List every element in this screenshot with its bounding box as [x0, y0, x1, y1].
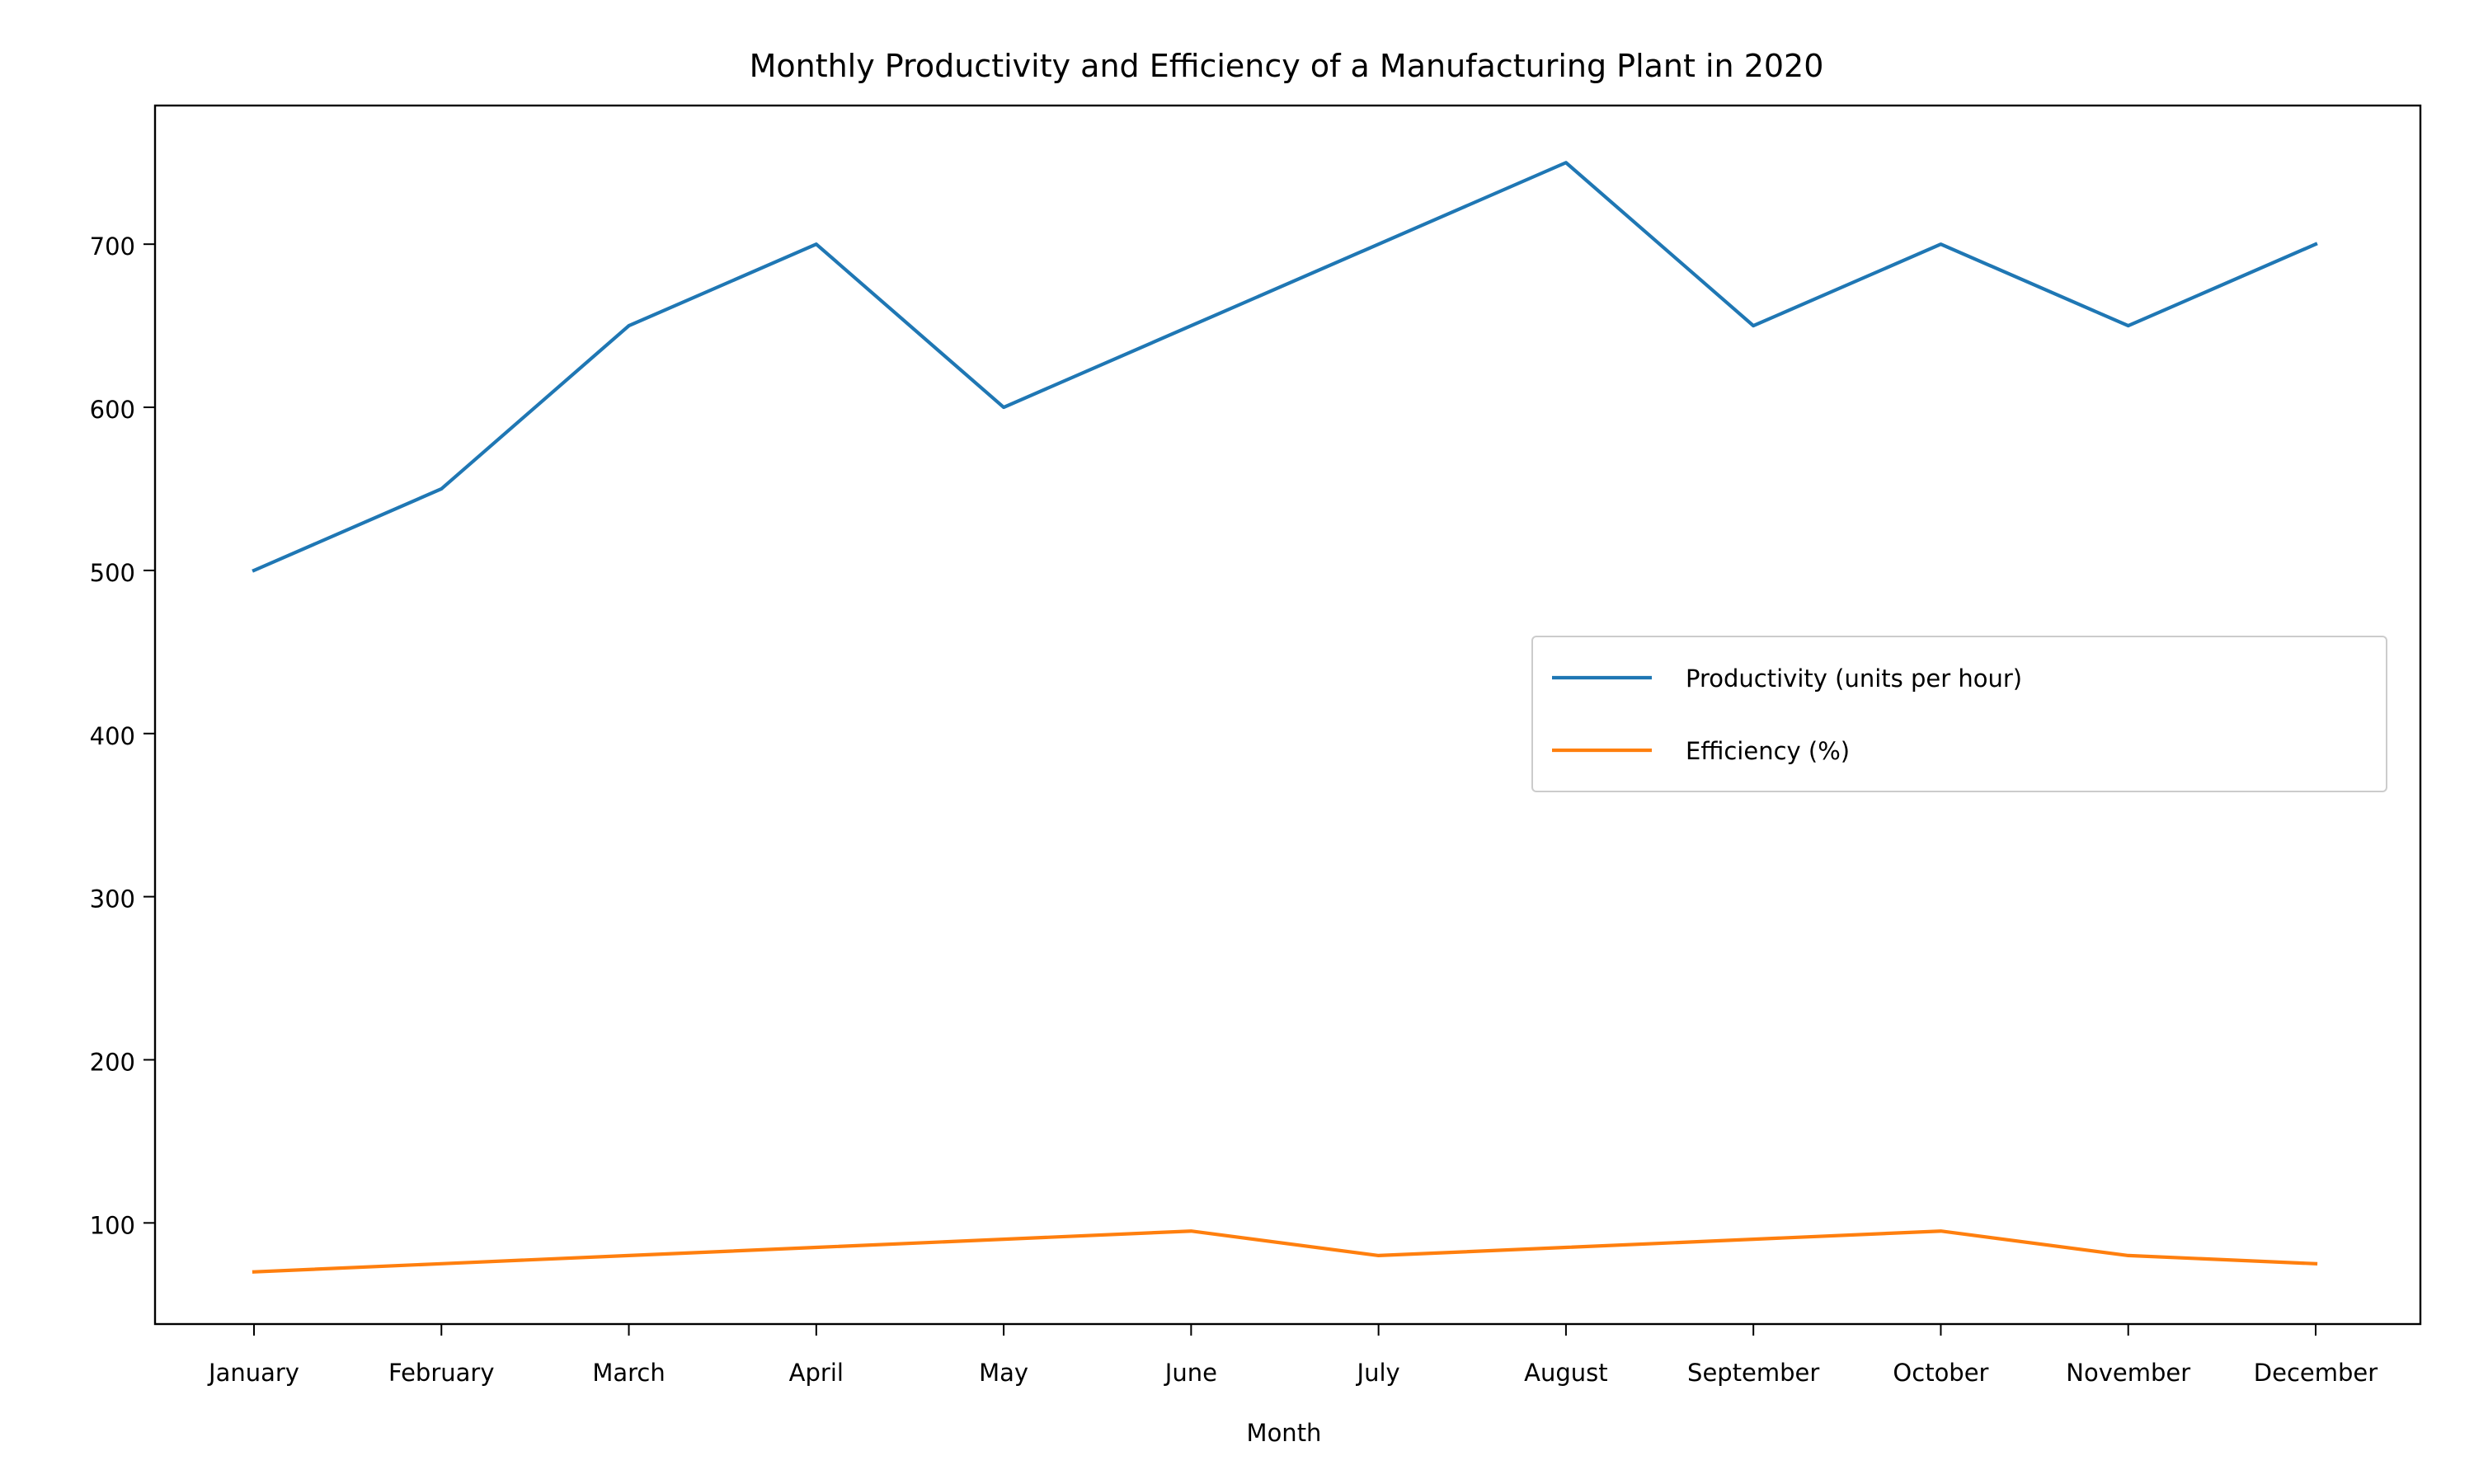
y-tick-label: 500	[90, 559, 135, 587]
y-tick-label: 300	[90, 885, 135, 913]
series-line-productivity	[252, 161, 2318, 573]
x-tick-label: May	[979, 1359, 1028, 1387]
y-tick-label: 600	[90, 396, 135, 424]
chart-title: Monthly Productivity and Efficiency of a…	[750, 48, 1824, 84]
legend-label: Efficiency (%)	[1686, 737, 1850, 765]
x-tick-label: September	[1687, 1359, 1819, 1387]
x-tick-label: January	[207, 1359, 299, 1387]
series-line-efficiency	[252, 1229, 2318, 1274]
x-tick-label: November	[2066, 1359, 2190, 1387]
x-axis-label: Month	[1247, 1419, 1322, 1447]
plot-frame	[153, 104, 2422, 1326]
x-tick-label: August	[1524, 1359, 1608, 1387]
y-tick-label: 400	[90, 722, 135, 750]
x-tick-label: October	[1893, 1359, 1988, 1387]
x-tick-label: April	[789, 1359, 844, 1387]
legend-box	[1531, 636, 2387, 792]
x-tick-label: March	[592, 1359, 665, 1387]
x-tick-label: June	[1164, 1359, 1217, 1387]
x-tick-label: February	[388, 1359, 495, 1387]
y-tick-label: 700	[90, 232, 135, 261]
plot-area: 100 200 300 400 500 600 700 January February Marc…	[90, 104, 2422, 1387]
legend: Productivity (units per hour) Efficiency …	[1531, 636, 2387, 792]
x-tick-label: December	[2254, 1359, 2378, 1387]
legend-label: Productivity (units per hour)	[1686, 665, 2022, 693]
y-tick-label: 200	[90, 1048, 135, 1076]
y-tick-label: 100	[90, 1211, 135, 1239]
x-tick-label: July	[1356, 1359, 1400, 1387]
